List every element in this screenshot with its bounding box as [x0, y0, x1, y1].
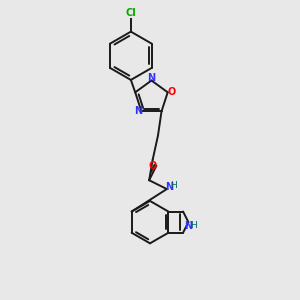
Text: H: H	[190, 221, 197, 230]
Text: H: H	[170, 181, 177, 190]
Text: O: O	[148, 161, 157, 171]
Text: N: N	[165, 182, 173, 192]
Text: N: N	[134, 106, 142, 116]
Text: O: O	[167, 87, 176, 97]
Text: Cl: Cl	[125, 8, 136, 18]
Text: N: N	[184, 221, 192, 231]
Text: N: N	[147, 73, 155, 82]
